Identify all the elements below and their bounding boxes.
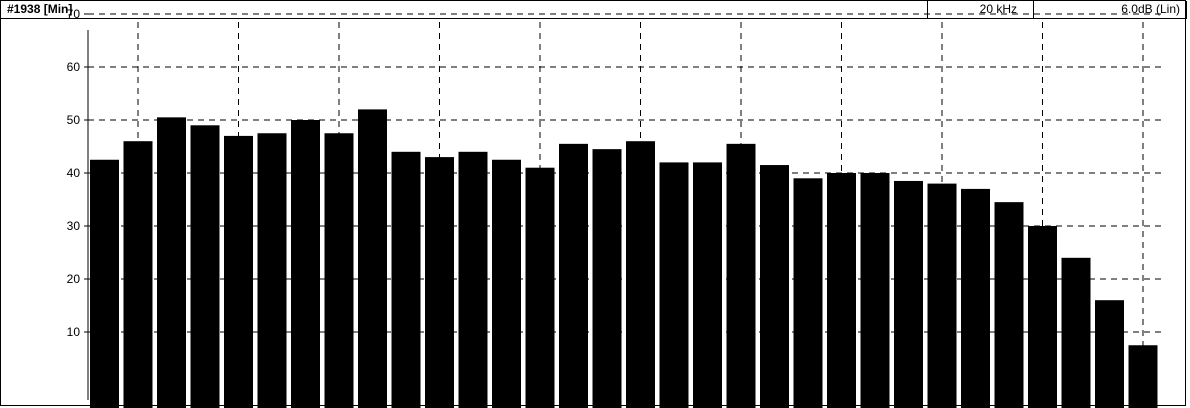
bar bbox=[827, 173, 856, 408]
bar bbox=[592, 149, 622, 408]
bar bbox=[391, 151, 421, 408]
scale-field[interactable]: 6.0dB (Lin) bbox=[1033, 1, 1187, 18]
bar bbox=[224, 135, 253, 408]
bar bbox=[626, 141, 655, 408]
bar bbox=[358, 109, 387, 408]
bar bbox=[458, 151, 488, 408]
bar bbox=[860, 173, 890, 408]
bar bbox=[90, 159, 119, 408]
bar bbox=[994, 202, 1024, 408]
bar bbox=[324, 133, 354, 408]
bar bbox=[425, 157, 454, 408]
bar bbox=[1061, 257, 1091, 408]
bar bbox=[659, 162, 689, 408]
bar bbox=[693, 162, 722, 408]
bar bbox=[1028, 226, 1057, 408]
x-tick-label: 16 bbox=[131, 401, 145, 408]
bar-series bbox=[90, 109, 1158, 408]
x-tick-label: 1 k bbox=[733, 401, 750, 408]
x-tick-label: 31.5 bbox=[227, 401, 251, 408]
bar bbox=[726, 143, 756, 408]
x-tick-label: 250 bbox=[530, 401, 550, 408]
y-axis: 1020304050607080 bbox=[67, 7, 92, 400]
x-tick-label: 63 bbox=[332, 401, 346, 408]
bar bbox=[1095, 300, 1124, 408]
bar bbox=[257, 133, 287, 408]
x-tick-label: 125 bbox=[429, 401, 449, 408]
y-tick-label: 40 bbox=[67, 166, 81, 180]
y-tick-label: 10 bbox=[67, 325, 81, 339]
bar bbox=[760, 165, 789, 408]
x-axis: 16 31.5 63 125 250 500 1 k 2 k 4 k 8 k 16 k bbox=[131, 401, 1155, 408]
x-tick-label: 500 bbox=[630, 401, 650, 408]
y-tick-label: 30 bbox=[67, 219, 81, 233]
bar bbox=[190, 125, 220, 408]
y-tick-label: 70 bbox=[67, 7, 81, 21]
x-tick-label: 4 k bbox=[934, 401, 951, 408]
bar bbox=[157, 117, 186, 408]
x-tick-label: 2 k bbox=[833, 401, 850, 408]
bar bbox=[291, 120, 320, 408]
bar bbox=[525, 167, 555, 408]
bar bbox=[894, 180, 923, 408]
bar bbox=[492, 159, 521, 408]
bar bbox=[927, 183, 957, 408]
header-bar: #1938 [Min] 20 kHz 6.0dB (Lin) bbox=[1, 1, 1187, 19]
bar bbox=[1128, 345, 1158, 408]
bar bbox=[123, 141, 153, 408]
y-tick-label: 60 bbox=[67, 60, 81, 74]
bar bbox=[961, 188, 990, 408]
sample-rate-field[interactable]: 20 kHz bbox=[927, 1, 1023, 18]
x-tick-label: 16 k bbox=[1132, 401, 1156, 408]
bar bbox=[793, 178, 823, 408]
x-tick-label: 8 k bbox=[1034, 401, 1051, 408]
bar bbox=[559, 143, 588, 408]
y-tick-label: 20 bbox=[67, 272, 81, 286]
measurement-id: #1938 [Min] bbox=[7, 2, 73, 16]
y-tick-label: 50 bbox=[67, 113, 81, 127]
